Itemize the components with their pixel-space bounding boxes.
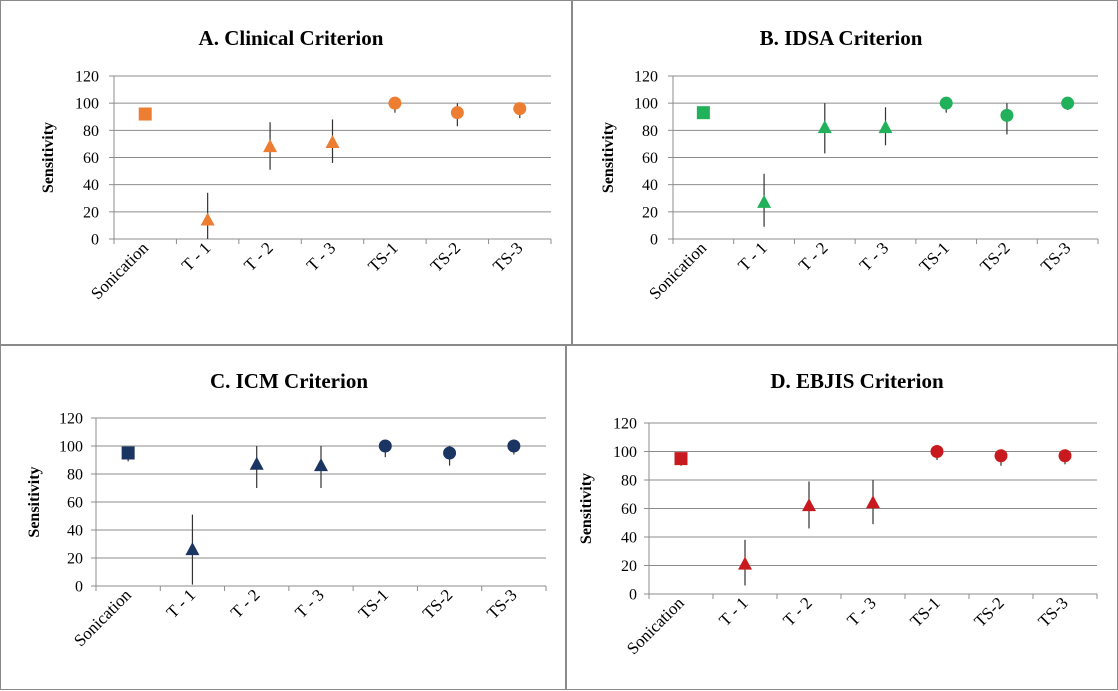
data-point-circle: [507, 439, 521, 453]
data-point-circle: [378, 439, 392, 453]
y-tick-label: 100: [59, 439, 83, 456]
data-point-square: [674, 452, 688, 466]
y-tick-label: 0: [75, 579, 83, 596]
y-axis-label: Sensitivity: [26, 466, 43, 537]
x-tick-label: T - 2: [779, 593, 816, 630]
data-point-circle: [1061, 96, 1075, 110]
data-point-triangle: [817, 120, 832, 134]
x-tick-label: T - 1: [734, 238, 771, 275]
chart-title: C. ICM Criterion: [210, 369, 368, 393]
data-point-square: [138, 107, 152, 121]
data-point-triangle: [866, 495, 880, 509]
chart-svg: B. IDSA Criterion Sensitivity 0 20 40 60 80 100…: [600, 26, 1099, 303]
x-tick-label: TS-3: [1037, 238, 1074, 275]
chart-panel-a: A. Clinical Criterion Sensitivity 0 20 40 60 8…: [0, 0, 572, 345]
x-tick-label: T - 1: [163, 585, 200, 622]
y-tick-label: 80: [83, 123, 99, 140]
chart-title: D. EBJIS Criterion: [770, 369, 944, 393]
y-tick-label: 20: [83, 204, 99, 221]
data-point-circle: [939, 96, 953, 110]
data-point-circle: [450, 106, 464, 120]
y-tick-label: 40: [67, 523, 83, 540]
x-tick-label: TS-1: [364, 238, 401, 275]
data-point-triangle: [325, 135, 340, 149]
chart-panel-c: C. ICM Criterion Sensitivity 0 20 40 60 80 100 1…: [0, 345, 566, 690]
x-tick-label: T - 2: [795, 238, 832, 275]
y-tick-label: 20: [67, 551, 83, 568]
data-point-triangle: [757, 194, 772, 208]
data-point-triangle: [185, 542, 200, 556]
data-point-circle: [513, 102, 527, 116]
y-tick-label: 40: [642, 177, 658, 194]
y-tick-label: 120: [59, 411, 83, 428]
x-tick-label: TS-2: [970, 593, 1007, 630]
data-point-circle: [994, 449, 1008, 463]
y-tick-label: 60: [642, 150, 658, 167]
x-tick-label: TS-2: [976, 238, 1013, 275]
data-point-square: [121, 446, 135, 460]
data-point-circle: [930, 445, 944, 458]
x-tick-label: T - 3: [303, 238, 340, 275]
x-tick-label: T - 2: [240, 238, 277, 275]
x-tick-label: T - 1: [178, 238, 215, 275]
x-tick-label: TS-2: [419, 585, 456, 622]
x-tick-label: TS-3: [489, 238, 526, 275]
chart-title: B. IDSA Criterion: [760, 26, 923, 50]
y-axis-label: Sensitivity: [578, 473, 595, 544]
data-point-triangle: [200, 212, 215, 226]
x-tick-label: T - 3: [843, 593, 880, 630]
y-tick-label: 0: [629, 587, 637, 604]
chart-svg: A. Clinical Criterion Sensitivity 0 20 40 60 8…: [40, 26, 552, 303]
x-tick-label: T - 1: [715, 593, 752, 630]
chart-svg: C. ICM Criterion Sensitivity 0 20 40 60 80 100 1…: [26, 369, 547, 650]
y-axis-label: Sensitivity: [600, 122, 617, 193]
data-point-circle: [388, 96, 402, 110]
data-point-triangle: [263, 139, 278, 153]
y-tick-label: 100: [75, 96, 99, 113]
chart-title: A. Clinical Criterion: [199, 26, 384, 50]
x-tick-label: T - 2: [227, 585, 264, 622]
y-tick-label: 40: [621, 530, 637, 547]
y-tick-label: 60: [621, 501, 637, 518]
x-tick-label: TS-1: [916, 238, 953, 275]
chart-svg: D. EBJIS Criterion Sensitivity 0 20 40 60 80 10…: [578, 369, 1098, 658]
data-point-triangle: [249, 456, 264, 470]
x-tick-label: TS-1: [906, 593, 943, 630]
y-tick-label: 120: [634, 69, 658, 86]
y-tick-label: 120: [75, 69, 99, 86]
y-tick-label: 40: [83, 177, 99, 194]
y-tick-label: 60: [67, 495, 83, 512]
x-tick-label: T - 3: [291, 585, 328, 622]
y-tick-label: 0: [650, 232, 658, 249]
data-point-triangle: [738, 556, 752, 570]
data-point-triangle: [878, 120, 893, 134]
y-tick-label: 100: [613, 444, 637, 461]
data-point-circle: [1058, 449, 1072, 463]
y-tick-label: 80: [67, 467, 83, 484]
data-point-triangle: [314, 458, 328, 472]
y-axis-label: Sensitivity: [40, 122, 57, 193]
y-tick-label: 20: [642, 204, 658, 221]
x-tick-label: TS-3: [483, 585, 520, 622]
y-tick-label: 20: [621, 558, 637, 575]
data-point-circle: [1000, 108, 1014, 122]
x-tick-label: TS-3: [1034, 593, 1071, 630]
y-tick-label: 60: [83, 150, 99, 167]
data-point-square: [696, 106, 710, 120]
y-tick-label: 0: [91, 232, 99, 249]
x-tick-label: T - 3: [856, 238, 893, 275]
x-tick-label: TS-1: [355, 585, 392, 622]
chart-panel-b: B. IDSA Criterion Sensitivity 0 20 40 60 80 100…: [572, 0, 1118, 345]
y-tick-label: 80: [642, 123, 658, 140]
data-point-triangle: [802, 498, 816, 512]
x-tick-label: TS-2: [427, 238, 464, 275]
y-tick-label: 100: [634, 96, 658, 113]
y-tick-label: 80: [621, 473, 637, 490]
chart-panel-d: D. EBJIS Criterion Sensitivity 0 20 40 60 80 10…: [566, 345, 1118, 690]
y-tick-label: 120: [613, 416, 637, 433]
data-point-circle: [443, 446, 457, 460]
